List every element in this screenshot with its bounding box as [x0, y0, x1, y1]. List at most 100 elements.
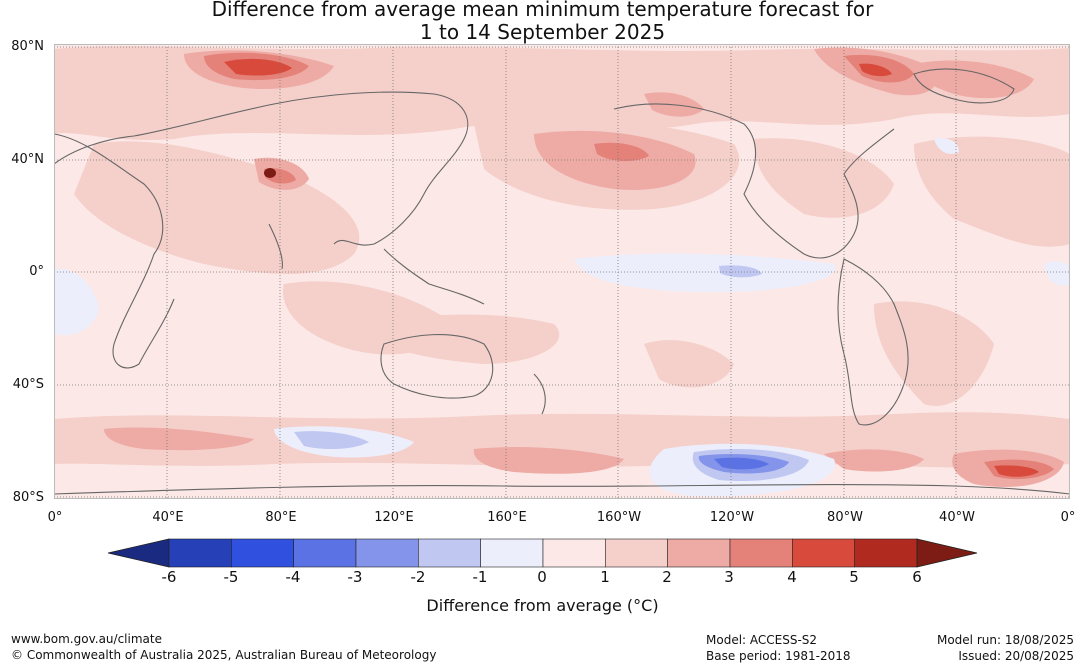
footer-model: Model: ACCESS-S2: [706, 633, 818, 647]
new-zealand-coastline: [533, 373, 546, 415]
india-coastline: [268, 223, 283, 270]
north-america-coastline: [613, 103, 895, 259]
colorbar-cell: [231, 538, 294, 568]
colorbar-label: Difference from average (°C): [426, 596, 659, 615]
lon-label-0-left: 0°: [47, 510, 63, 525]
lon-label-160e: 160°E: [487, 510, 527, 525]
south-pacific-warm-patch: [644, 340, 734, 388]
colorbar-tick-minus-4: -4: [285, 568, 301, 586]
colorbar-tick-2: 2: [662, 568, 672, 586]
map-title-line-2: 1 to 14 September 2025: [419, 20, 666, 44]
anomaly-4-to-5-layer: [224, 58, 1039, 477]
colorbar-tick-0: 0: [537, 568, 547, 586]
lon-label-80e: 80°E: [265, 510, 297, 525]
colorbar-tick-minus-3: -3: [347, 568, 363, 586]
coastlines: [54, 68, 1070, 495]
equatorial-cool-mid: [719, 265, 762, 278]
south-pacific-warm-streak: [473, 447, 624, 474]
footer-base-period: Base period: 1981-2018: [706, 649, 851, 663]
colorbar-extend-low: [107, 538, 170, 568]
colorbar-cells: [107, 538, 978, 568]
east-atlantic-cool-region: [54, 268, 99, 336]
colorbar-cell: [480, 538, 544, 568]
africa-coastline: [54, 133, 175, 369]
footer-credits: www.bom.gov.au/climate © Commonwealth of…: [11, 631, 436, 663]
lon-label-160w: 160°W: [596, 510, 642, 525]
southeast-asia-coastline: [383, 248, 485, 305]
lon-label-40e: 40°E: [152, 510, 184, 525]
north-america-warm-region: [754, 138, 894, 218]
colorbar-tick-6: 6: [912, 568, 922, 586]
map-title-line-1: Difference from average mean minimum tem…: [211, 0, 874, 21]
colorbar-cell: [729, 538, 793, 568]
footer-copyright: © Commonwealth of Australia 2025, Austra…: [11, 648, 437, 662]
colorbar-cell: [355, 538, 419, 568]
graticule: [54, 44, 1070, 499]
eurasia-warm-region: [74, 141, 360, 274]
south-indian-warm-streak: [104, 427, 254, 451]
equatorial-pacific-cool-region: [574, 253, 836, 292]
colorbar-tick-1: 1: [600, 568, 610, 586]
weddell-warm-inner: [994, 465, 1039, 477]
lon-label-120e: 120°E: [374, 510, 414, 525]
drake-warm-streak: [824, 449, 924, 472]
north-pacific-warm-mid: [594, 142, 649, 162]
lat-label-40n: 40°N: [11, 152, 44, 167]
anomaly-2-to-3-layer: [104, 47, 1064, 488]
australia-coastline: [380, 333, 494, 399]
lon-label-120w: 120°W: [709, 510, 755, 525]
eurasia-coastline: [54, 91, 469, 246]
north-atlantic-cool-patch: [934, 138, 959, 154]
colorbar-tick-minus-5: -5: [223, 568, 239, 586]
colorbar: [107, 538, 978, 568]
south-indian-cool-mid: [294, 431, 369, 450]
greenland-warm-outer: [914, 60, 1034, 99]
north-atlantic-warm-region: [914, 136, 1070, 247]
colorbar-cell: [792, 538, 855, 568]
anomaly-minus-4-to-minus-3-layer: [714, 457, 769, 470]
colorbar-cell: [293, 538, 357, 568]
footer-model-info: Model: ACCESS-S2 Base period: 1981-2018: [706, 632, 851, 664]
temperature-anomaly-map: [54, 44, 1070, 499]
south-america-warm-region: [874, 301, 994, 406]
lon-label-40w: 40°W: [939, 510, 975, 525]
atlantic-edge-cool-patch: [1044, 261, 1070, 286]
map-area: [54, 44, 1070, 499]
south-america-coastline: [837, 258, 909, 426]
lat-label-0: 0°: [29, 264, 44, 279]
greenland-coastline: [913, 68, 1015, 104]
colorbar-cell: [667, 538, 731, 568]
anomaly-1-to-2-layer: [54, 46, 1070, 468]
footer-issued: Issued: 20/08/2025: [958, 649, 1074, 663]
lat-label-40s: 40°S: [12, 377, 44, 392]
colorbar-tick-4: 4: [787, 568, 797, 586]
colorbar-cell: [542, 538, 606, 568]
lat-label-80n: 80°N: [11, 39, 44, 54]
antarctica-coastline: [54, 484, 1070, 495]
canada-arctic-warm-inner: [859, 63, 892, 77]
maritime-continent-warm-region: [364, 314, 560, 364]
north-pacific-warm-core: [534, 130, 696, 190]
colorbar-tick-3: 3: [724, 568, 734, 586]
map-frame: [54, 44, 1070, 499]
colorbar-cell: [854, 538, 918, 568]
anomaly-above-6-layer: [264, 168, 276, 178]
colorbar-cell: [168, 538, 232, 568]
colorbar-tick-minus-2: -2: [410, 568, 426, 586]
colorbar-tick-minus-1: -1: [472, 568, 488, 586]
lon-label-0-right: 0°: [1060, 510, 1076, 525]
colorbar-tick-minus-6: -6: [161, 568, 177, 586]
amundsen-cool-core: [714, 457, 769, 470]
colorbar-cell: [605, 538, 668, 568]
siberia-warm-core-inner: [224, 58, 292, 76]
footer-url: www.bom.gov.au/climate: [11, 632, 162, 646]
colorbar-cell: [418, 538, 481, 568]
tibet-hot-spot: [264, 168, 276, 178]
colorbar-tick-5: 5: [849, 568, 859, 586]
colorbar-extend-high: [916, 538, 978, 568]
lat-label-80s: 80°S: [12, 490, 44, 505]
footer-run-info: Model run: 18/08/2025 Issued: 20/08/2025: [937, 632, 1074, 664]
footer-model-run: Model run: 18/08/2025: [936, 633, 1074, 647]
lon-label-80w: 80°W: [827, 510, 863, 525]
